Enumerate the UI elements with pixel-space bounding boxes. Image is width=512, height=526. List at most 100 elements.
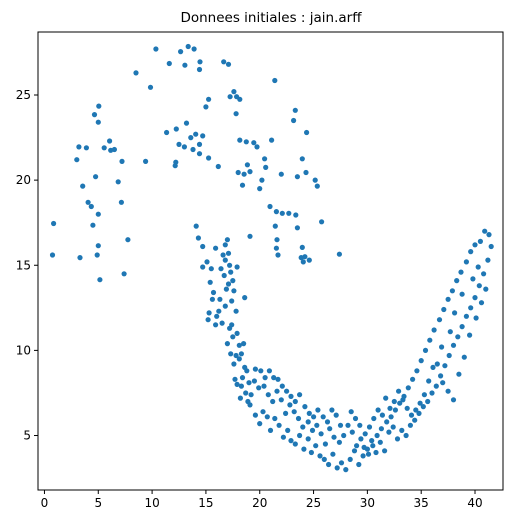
data-point: [229, 298, 235, 304]
data-point: [214, 313, 220, 319]
data-point: [279, 383, 285, 389]
data-point: [329, 407, 335, 413]
data-point: [221, 59, 227, 65]
data-point: [394, 436, 401, 442]
data-point: [241, 171, 247, 177]
data-point: [222, 242, 228, 248]
y-tick-label: 20: [16, 173, 31, 187]
data-point: [217, 296, 223, 302]
data-point: [321, 456, 327, 462]
data-point: [278, 397, 284, 403]
data-point: [459, 324, 465, 330]
y-tick-label: 15: [16, 258, 31, 272]
data-point: [386, 429, 392, 435]
data-point: [416, 410, 422, 416]
data-point: [121, 271, 127, 277]
data-point: [143, 158, 149, 164]
data-point: [209, 296, 215, 302]
data-point: [371, 415, 377, 422]
data-point: [400, 397, 406, 403]
data-point: [392, 407, 398, 413]
data-point: [95, 211, 101, 217]
data-point: [305, 419, 311, 425]
data-point: [349, 429, 355, 435]
x-tick-label: 0: [41, 496, 49, 510]
data-point: [276, 422, 282, 428]
data-point: [436, 317, 443, 323]
data-point: [283, 410, 289, 416]
data-point: [225, 281, 232, 287]
data-point: [173, 126, 179, 132]
data-point: [188, 135, 194, 141]
data-point: [299, 244, 305, 250]
data-point: [96, 103, 102, 109]
y-axis: 5 10 15 20 25: [16, 88, 38, 443]
data-point: [467, 332, 473, 338]
data-point: [125, 237, 131, 243]
data-point: [231, 361, 237, 367]
data-point: [410, 376, 416, 382]
data-point: [90, 222, 96, 228]
data-point: [243, 139, 249, 145]
data-point: [275, 252, 281, 258]
data-point: [233, 308, 239, 314]
data-point: [388, 414, 394, 420]
data-point: [486, 232, 492, 238]
data-point: [300, 259, 306, 265]
data-point: [205, 317, 211, 323]
data-point: [345, 422, 351, 428]
data-point: [404, 405, 410, 411]
data-point: [379, 412, 385, 418]
data-point: [447, 329, 453, 335]
data-point: [468, 249, 474, 255]
data-point: [222, 303, 228, 309]
data-point: [333, 412, 339, 418]
data-point: [382, 448, 388, 454]
data-point: [197, 59, 203, 65]
data-point: [101, 145, 107, 151]
data-point: [286, 210, 292, 216]
data-point: [119, 158, 125, 164]
data-point: [305, 436, 311, 442]
data-point: [234, 381, 240, 387]
data-point: [269, 137, 275, 143]
data-point: [80, 183, 86, 189]
data-point: [452, 310, 458, 316]
data-point: [430, 364, 436, 370]
data-point: [88, 203, 94, 210]
data-point: [300, 424, 306, 430]
data-point: [77, 255, 83, 261]
data-point: [225, 250, 232, 256]
data-point: [308, 449, 314, 456]
data-point: [288, 393, 294, 399]
data-point: [352, 415, 359, 422]
data-point: [254, 144, 260, 150]
data-point: [111, 146, 117, 153]
data-point: [311, 414, 317, 420]
data-point: [274, 237, 280, 243]
data-point: [472, 295, 478, 301]
data-point: [273, 245, 279, 251]
data-point: [334, 465, 340, 471]
data-point: [133, 70, 139, 76]
data-point: [49, 252, 56, 258]
data-point: [483, 286, 489, 292]
data-point: [193, 223, 199, 229]
data-point: [309, 427, 316, 433]
data-point: [231, 89, 237, 95]
x-tick-label: 40: [467, 496, 482, 510]
data-point: [246, 380, 252, 386]
data-point: [235, 169, 241, 176]
data-point: [387, 405, 393, 411]
data-point: [237, 395, 243, 401]
data-point: [470, 276, 476, 282]
data-point: [390, 424, 396, 430]
data-point: [176, 141, 182, 147]
chart-title: Donnees initiales : jain.arff: [180, 10, 362, 26]
y-tick-label: 25: [16, 88, 31, 102]
data-point: [261, 383, 267, 389]
data-point: [244, 162, 250, 168]
data-point: [429, 390, 435, 396]
data-point: [200, 133, 206, 139]
data-point: [347, 456, 353, 462]
